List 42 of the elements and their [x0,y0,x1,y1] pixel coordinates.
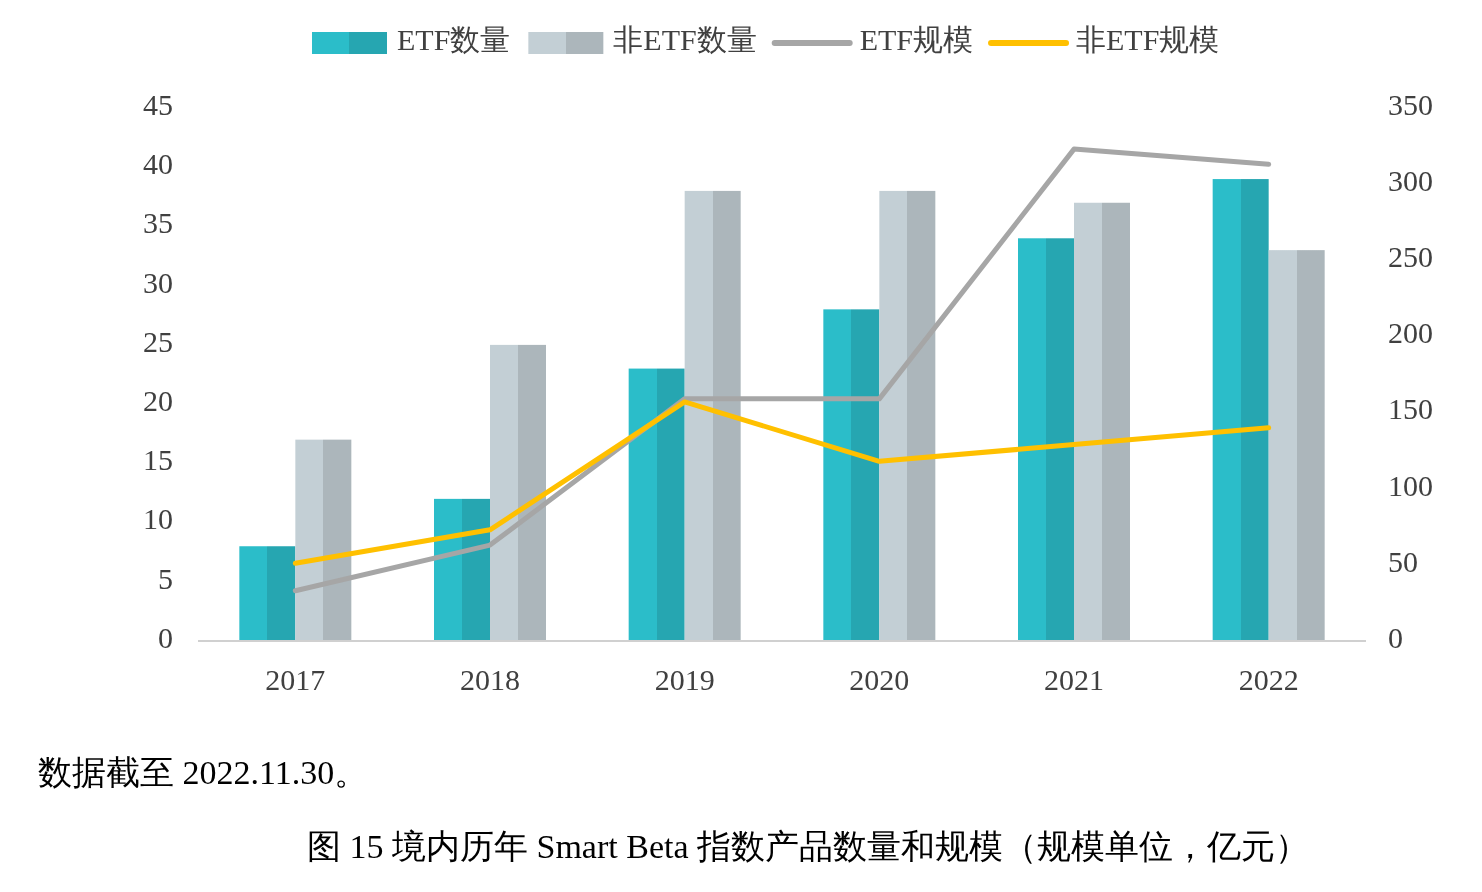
y2-tick-label: 100 [1388,468,1433,502]
y2-tick-label: 250 [1388,240,1433,274]
x-tick-label: 2021 [1044,662,1104,696]
bar [239,546,296,641]
y2-tick-label: 200 [1388,316,1433,350]
x-tick-label: 2020 [849,662,910,696]
bar [1212,179,1269,641]
y-tick-label: 35 [143,206,173,240]
x-tick-label: 2018 [460,662,520,696]
y2-tick-label: 50 [1388,544,1418,578]
y-tick-label: 20 [143,384,173,417]
bar [1074,202,1130,641]
legend-label: 非ETF数量 [613,22,757,56]
text: 数据截至 2022.11.30。 [38,753,369,791]
legend-label: 非ETF规模 [1076,22,1220,56]
y-tick-label: 10 [143,502,173,536]
x-tick-label: 2022 [1238,662,1299,696]
bar [1268,250,1325,641]
legend-label: ETF数量 [397,22,511,56]
y2-tick-label: 300 [1388,164,1433,198]
y-tick-label: 5 [158,561,173,595]
legend-label: ETF规模 [859,22,974,56]
x-tick-label: 2017 [265,662,326,696]
x-tick-label: 2019 [654,662,715,696]
bar [490,344,546,641]
y-tick-label: 0 [158,620,173,654]
y-tick-label: 40 [143,147,173,181]
y-tick-label: 15 [143,443,173,477]
bar [879,190,936,641]
y2-tick-label: 150 [1388,392,1433,426]
bar [434,498,490,641]
y-tick-label: 30 [143,265,173,299]
text: 图 15 境内历年 Smart Beta 指数产品数量和规模（规模单位，亿元） [306,827,1310,865]
y-tick-label: 25 [143,324,173,358]
bar [823,309,880,641]
bar [1018,238,1074,641]
y2-tick-label: 0 [1388,620,1403,654]
bar [628,368,685,641]
y2-tick-label: 350 [1388,87,1433,121]
y-tick-label: 45 [143,87,173,121]
bar [684,190,741,641]
bar [295,439,352,641]
